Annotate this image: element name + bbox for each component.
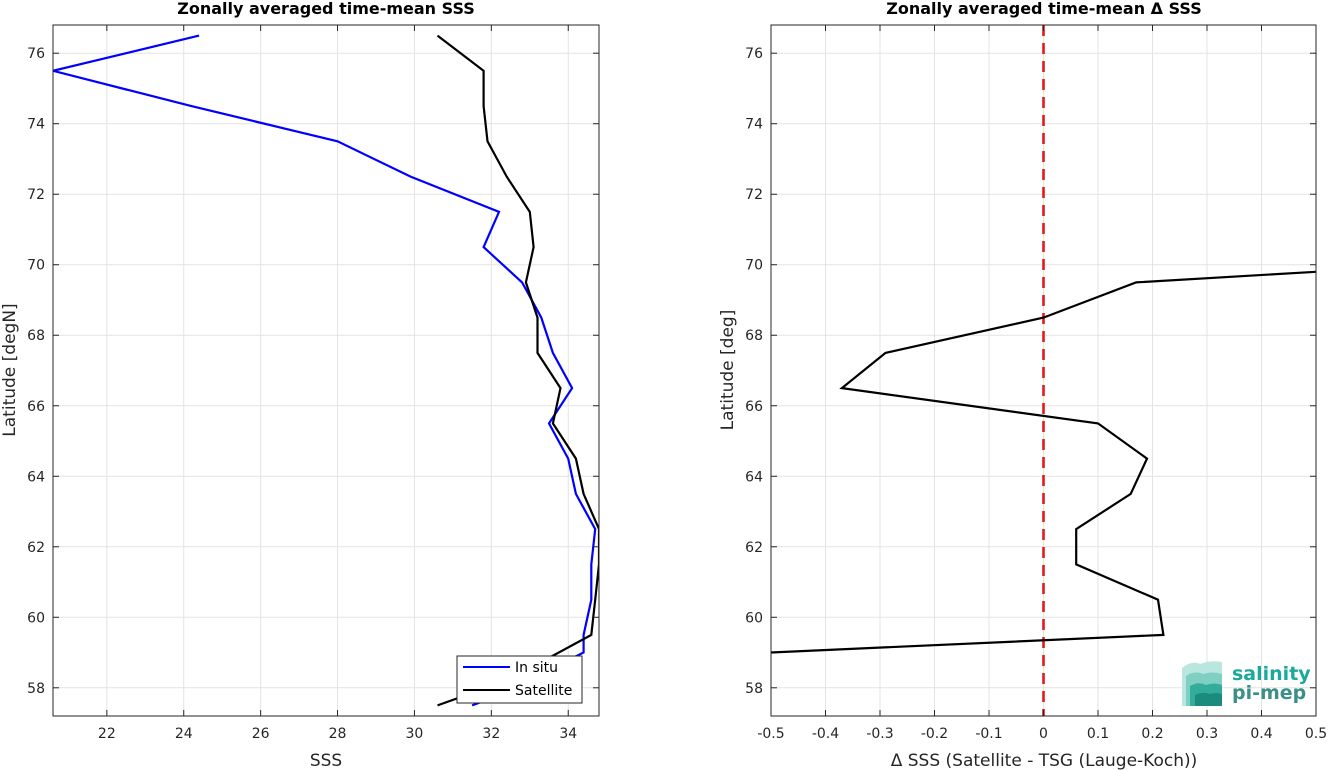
right-x-axis-label: Δ SSS (Satellite - TSG (Lauge-Koch)) (891, 751, 1198, 770)
legend-satellite-label: Satellite (515, 683, 572, 699)
legend: In situ Satellite (456, 655, 583, 704)
x-tick-label: 34 (559, 726, 577, 742)
x-tick-label: -0.5 (757, 726, 784, 742)
y-tick-label: 70 (27, 258, 45, 274)
left-x-axis-label: SSS (310, 751, 342, 770)
logo-text-pi-mep: pi-mep (1232, 682, 1306, 704)
y-tick-label: 74 (745, 117, 763, 133)
y-tick-label: 68 (745, 328, 763, 344)
x-tick-label: 22 (98, 726, 116, 742)
logo-text-salinity: salinity (1232, 663, 1311, 685)
legend-in-situ-label: In situ (515, 660, 558, 676)
left-plot-border (52, 24, 600, 717)
y-tick-label: 72 (27, 187, 45, 203)
y-tick-label: 72 (745, 187, 763, 203)
right-chart-title: Zonally averaged time-mean Δ SSS (886, 0, 1202, 18)
y-tick-label: 64 (745, 469, 763, 485)
y-tick-label: 66 (27, 399, 45, 415)
x-tick-label: -0.2 (921, 726, 948, 742)
left-y-axis-label: Latitude [degN] (0, 303, 20, 436)
series-line-satellite (436, 34, 599, 707)
left-series-group (53, 34, 599, 707)
x-tick-label: -0.3 (866, 726, 893, 742)
right-chart-panel: -0.5 -0.4 -0.3 -0.2 -0.1 0 0.1 0.2 0.3 0.4 0.5 58 60… (718, 0, 1327, 770)
left-chart-title: Zonally averaged time-mean SSS (177, 0, 475, 18)
y-tick-label: 74 (27, 117, 45, 133)
left-ticks: 22 24 26 28 30 32 34 58 60 62 64 66 68 70 72 74 76 (27, 25, 599, 742)
x-tick-label: 30 (406, 726, 424, 742)
y-tick-label: 62 (27, 540, 45, 556)
x-tick-label: -0.1 (975, 726, 1002, 742)
x-tick-label: 0.3 (1196, 726, 1218, 742)
y-tick-label: 60 (27, 610, 45, 626)
y-tick-label: 60 (745, 610, 763, 626)
y-tick-label: 66 (745, 399, 763, 415)
left-plot-area (53, 25, 599, 716)
x-tick-label: 24 (175, 726, 193, 742)
x-tick-label: -0.4 (812, 726, 839, 742)
x-tick-label: 32 (482, 726, 500, 742)
x-tick-label: 0.1 (1087, 726, 1109, 742)
legend-box (456, 655, 583, 704)
y-tick-label: 62 (745, 540, 763, 556)
y-tick-label: 68 (27, 328, 45, 344)
x-tick-label: 0 (1039, 726, 1048, 742)
x-tick-label: 0.5 (1305, 726, 1327, 742)
y-tick-label: 58 (745, 681, 763, 697)
x-tick-label: 0.2 (1141, 726, 1163, 742)
y-tick-label: 76 (745, 46, 763, 62)
right-ticks: -0.5 -0.4 -0.3 -0.2 -0.1 0 0.1 0.2 0.3 0.4 0.5 58 60… (745, 25, 1327, 742)
y-tick-label: 70 (745, 258, 763, 274)
left-chart-panel: 22 24 26 28 30 32 34 58 60 62 64 66 68 70 72 74 76 Zonal… (0, 0, 600, 770)
x-tick-label: 26 (252, 726, 270, 742)
left-grid (53, 25, 599, 716)
right-y-axis-label: Latitude [deg] (718, 310, 738, 431)
salinity-pi-mep-logo: salinity pi-mep (1182, 661, 1311, 706)
x-tick-label: 28 (329, 726, 347, 742)
logo-wave-icon (1182, 661, 1222, 706)
y-tick-label: 64 (27, 469, 45, 485)
right-series-group (771, 25, 1316, 716)
x-tick-label: 0.4 (1250, 726, 1272, 742)
y-tick-label: 58 (27, 681, 45, 697)
series-line-delta-0 (771, 270, 1316, 654)
series-line-in-situ (53, 34, 597, 707)
y-tick-label: 76 (27, 46, 45, 62)
